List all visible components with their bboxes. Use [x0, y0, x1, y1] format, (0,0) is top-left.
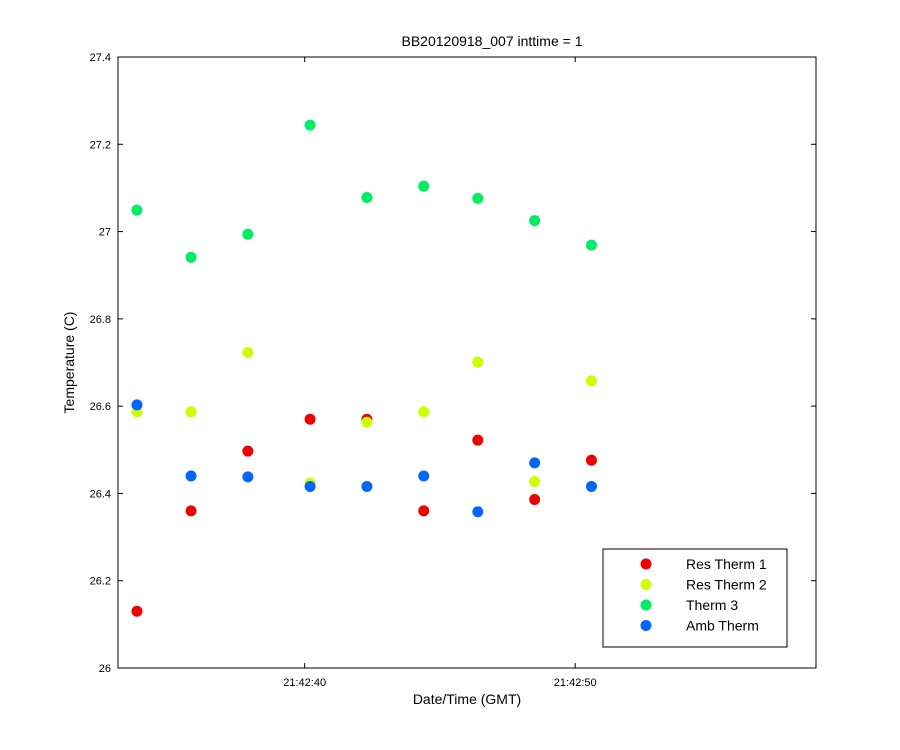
y-tick-label: 27.4: [90, 52, 111, 64]
y-tick-label: 26: [99, 663, 111, 675]
legend-marker: [640, 579, 652, 590]
data-points: [131, 119, 597, 617]
data-point: [529, 476, 541, 488]
data-point: [185, 251, 197, 263]
data-point: [185, 470, 197, 482]
data-point: [472, 192, 484, 204]
y-tick-label: 26.8: [90, 314, 111, 326]
series-therm-3: [131, 119, 597, 263]
data-point: [185, 505, 197, 517]
legend-marker: [640, 620, 652, 631]
legend-box: [602, 548, 788, 648]
axis-ticks: 26 26.2 26.4 26.6 26.8 27 27.2 27.4 21:42:40 21:4…: [90, 52, 816, 689]
x-tick-label: 21:42:40: [283, 677, 326, 689]
data-point: [304, 119, 316, 131]
data-point: [585, 454, 597, 466]
data-point: [242, 471, 254, 483]
data-point: [472, 434, 484, 446]
data-point: [418, 470, 430, 482]
legend-marker: [640, 558, 652, 570]
legend-entry: Res Therm 1: [686, 556, 767, 572]
legend-marker: [640, 599, 652, 611]
data-point: [585, 480, 597, 492]
data-point: [361, 480, 373, 492]
data-point: [585, 239, 597, 251]
data-point: [472, 356, 484, 368]
chart-title: BB20120918_007 inttime = 1: [402, 33, 583, 49]
legend-entry: Therm 3: [686, 597, 738, 613]
data-point: [529, 215, 541, 227]
x-tick-label: 21:42:50: [554, 677, 597, 689]
y-tick-label: 26.2: [90, 576, 111, 588]
data-point: [131, 605, 143, 617]
data-point: [304, 413, 316, 425]
data-point: [131, 204, 143, 216]
data-point: [361, 416, 373, 428]
y-tick-label: 26.6: [90, 401, 111, 413]
data-point: [418, 406, 430, 418]
x-axis-label: Date/Time (GMT): [413, 691, 521, 707]
data-point: [242, 445, 254, 457]
data-point: [418, 505, 430, 517]
y-tick-label: 27: [99, 227, 111, 239]
y-axis-label: Temperature (C): [61, 312, 77, 414]
data-point: [361, 192, 373, 204]
data-point: [529, 494, 541, 506]
data-point: [418, 180, 430, 192]
data-point: [472, 506, 484, 518]
data-point: [585, 375, 597, 387]
y-tick-label: 26.4: [90, 488, 111, 500]
data-point: [304, 480, 316, 492]
data-point: [529, 457, 541, 469]
legend-entry: Res Therm 2: [686, 577, 767, 593]
legend: Res Therm 1 Res Therm 2 Therm 3 Amb Therm: [602, 548, 788, 648]
data-point: [185, 406, 197, 418]
data-point: [131, 399, 143, 411]
data-point: [242, 346, 254, 358]
y-tick-label: 27.2: [90, 139, 111, 151]
series-amb-therm: [131, 399, 597, 518]
legend-entry: Amb Therm: [686, 618, 759, 634]
data-point: [242, 228, 254, 240]
